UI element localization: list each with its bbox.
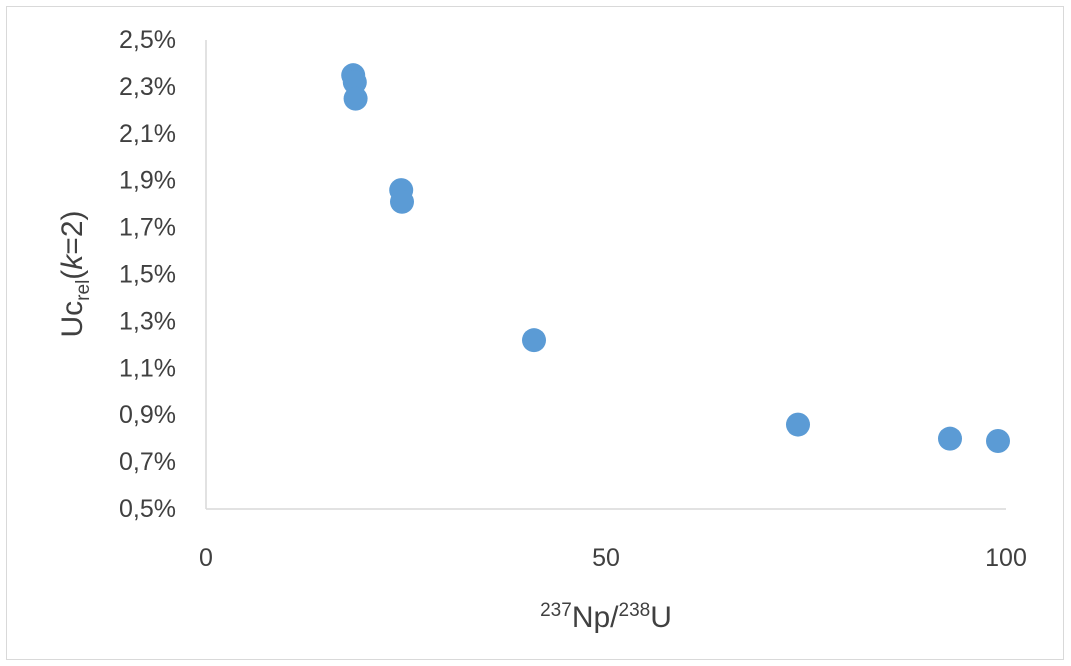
x-tick-label: 100 [985,544,1027,572]
y-tick-label: 2,1% [119,120,176,148]
x-tick-label: 50 [592,544,620,572]
y-tick-label: 2,3% [119,73,176,101]
y-tick-label: 1,9% [119,167,176,195]
x-tick-labels: 0 50 100 [199,544,1027,572]
data-point [390,189,414,214]
y-tick-label: 1,5% [119,261,176,289]
y-tick-label: 2,5% [119,26,176,54]
data-point [986,428,1010,453]
axes [205,40,1006,510]
y-tick-label: 1,1% [119,354,176,382]
data-points [341,63,1010,453]
data-point [522,328,546,353]
y-tick-labels: 0,5% 0,7% 0,9% 1,1% 1,3% 1,5% 1,7% 1,9% 2,1% 2,3%… [119,26,176,523]
y-tick-label: 1,7% [119,214,176,242]
data-point [343,86,368,111]
y-tick-label: 0,9% [119,401,176,429]
data-point [786,412,810,437]
y-tick-label: 1,3% [119,307,176,335]
x-axis-title: 237Np/238U [540,600,672,634]
y-tick-label: 0,7% [119,448,176,476]
y-axis-title: Ucrel(k=2) [56,211,94,338]
x-tick-label: 0 [199,544,213,572]
y-tick-label: 0,5% [119,495,176,523]
data-point [938,426,962,451]
